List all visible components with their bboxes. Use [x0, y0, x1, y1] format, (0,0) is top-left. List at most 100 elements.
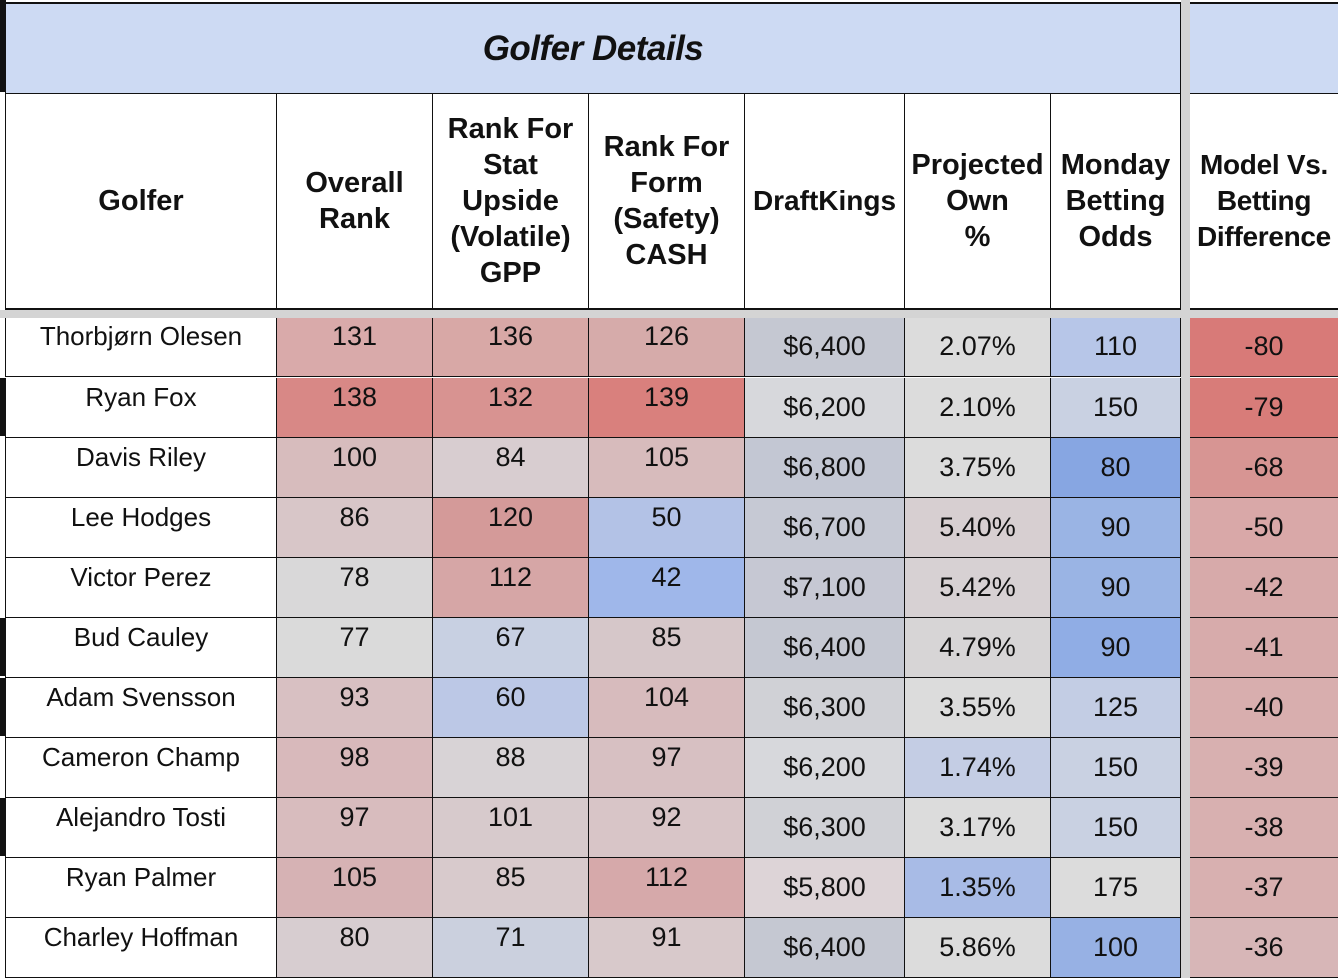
- cell-own[interactable]: 2.10%: [905, 378, 1051, 438]
- cell-odds[interactable]: 80: [1051, 438, 1181, 498]
- golfer-name-cell[interactable]: Adam Svensson: [5, 678, 277, 738]
- cell-own[interactable]: 5.40%: [905, 498, 1051, 558]
- cell-diff[interactable]: -79: [1190, 378, 1338, 438]
- cell-dk[interactable]: $6,300: [745, 798, 905, 858]
- golfer-name-cell[interactable]: Davis Riley: [5, 438, 277, 498]
- cell-upside[interactable]: 101: [433, 798, 589, 858]
- frozen-row-divider[interactable]: [0, 310, 1338, 318]
- cell-own[interactable]: 1.35%: [905, 858, 1051, 918]
- cell-upside[interactable]: 120: [433, 498, 589, 558]
- cell-upside[interactable]: 85: [433, 858, 589, 918]
- cell-upside[interactable]: 112: [433, 558, 589, 618]
- cell-own[interactable]: 3.55%: [905, 678, 1051, 738]
- cell-form[interactable]: 104: [589, 678, 745, 738]
- cell-upside[interactable]: 88: [433, 738, 589, 798]
- cell-overall[interactable]: 138: [277, 378, 433, 438]
- cell-form[interactable]: 126: [589, 317, 745, 377]
- cell-form[interactable]: 91: [589, 918, 745, 978]
- cell-dk[interactable]: $6,400: [745, 317, 905, 377]
- cell-upside[interactable]: 71: [433, 918, 589, 978]
- cell-diff[interactable]: -38: [1190, 798, 1338, 858]
- cell-upside[interactable]: 84: [433, 438, 589, 498]
- cell-own[interactable]: 4.79%: [905, 618, 1051, 678]
- header-draftkings[interactable]: DraftKings: [745, 94, 905, 310]
- cell-diff[interactable]: -37: [1190, 858, 1338, 918]
- cell-odds[interactable]: 90: [1051, 618, 1181, 678]
- cell-overall[interactable]: 93: [277, 678, 433, 738]
- cell-upside[interactable]: 136: [433, 317, 589, 377]
- cell-form[interactable]: 139: [589, 378, 745, 438]
- cell-diff[interactable]: -39: [1190, 738, 1338, 798]
- cell-odds[interactable]: 125: [1051, 678, 1181, 738]
- cell-odds[interactable]: 150: [1051, 738, 1181, 798]
- cell-own[interactable]: 1.74%: [905, 738, 1051, 798]
- header-monday-odds[interactable]: Monday Betting Odds: [1051, 94, 1181, 310]
- cell-dk[interactable]: $6,400: [745, 618, 905, 678]
- cell-odds[interactable]: 110: [1051, 317, 1181, 377]
- cell-own[interactable]: 3.75%: [905, 438, 1051, 498]
- cell-odds[interactable]: 100: [1051, 918, 1181, 978]
- title-banner[interactable]: Golfer Details: [5, 2, 1181, 94]
- golfer-name-cell[interactable]: Ryan Fox: [5, 378, 277, 438]
- cell-odds[interactable]: 90: [1051, 558, 1181, 618]
- cell-overall[interactable]: 100: [277, 438, 433, 498]
- cell-overall[interactable]: 86: [277, 498, 433, 558]
- cell-diff[interactable]: -42: [1190, 558, 1338, 618]
- cell-form[interactable]: 105: [589, 438, 745, 498]
- cell-own[interactable]: 2.07%: [905, 317, 1051, 377]
- cell-dk[interactable]: $6,800: [745, 438, 905, 498]
- cell-overall[interactable]: 78: [277, 558, 433, 618]
- header-projected-own[interactable]: Projected Own %: [905, 94, 1051, 310]
- cell-form[interactable]: 97: [589, 738, 745, 798]
- cell-odds[interactable]: 90: [1051, 498, 1181, 558]
- header-rank-upside[interactable]: Rank For Stat Upside (Volatile) GPP: [433, 94, 589, 310]
- cell-form[interactable]: 42: [589, 558, 745, 618]
- header-rank-form[interactable]: Rank For Form (Safety) CASH: [589, 94, 745, 310]
- golfer-name-cell[interactable]: Charley Hoffman: [5, 918, 277, 978]
- cell-overall[interactable]: 131: [277, 317, 433, 377]
- cell-overall[interactable]: 77: [277, 618, 433, 678]
- cell-form[interactable]: 85: [589, 618, 745, 678]
- cell-upside[interactable]: 60: [433, 678, 589, 738]
- golfer-name-cell[interactable]: Ryan Palmer: [5, 858, 277, 918]
- header-overall-rank[interactable]: Overall Rank: [277, 94, 433, 310]
- cell-upside[interactable]: 67: [433, 618, 589, 678]
- cell-dk[interactable]: $6,300: [745, 678, 905, 738]
- cell-odds[interactable]: 150: [1051, 798, 1181, 858]
- golfer-name-cell[interactable]: Bud Cauley: [5, 618, 277, 678]
- cell-upside[interactable]: 132: [433, 378, 589, 438]
- cell-diff[interactable]: -68: [1190, 438, 1338, 498]
- cell-diff[interactable]: -36: [1190, 918, 1338, 978]
- cell-own[interactable]: 3.17%: [905, 798, 1051, 858]
- cell-diff[interactable]: -40: [1190, 678, 1338, 738]
- title-banner-right[interactable]: [1190, 2, 1338, 94]
- cell-overall[interactable]: 98: [277, 738, 433, 798]
- cell-dk[interactable]: $5,800: [745, 858, 905, 918]
- golfer-name-cell[interactable]: Victor Perez: [5, 558, 277, 618]
- header-model-vs-betting[interactable]: Model Vs. Betting Difference: [1190, 94, 1338, 310]
- cell-odds[interactable]: 150: [1051, 378, 1181, 438]
- cell-overall[interactable]: 80: [277, 918, 433, 978]
- cell-odds[interactable]: 175: [1051, 858, 1181, 918]
- cell-overall[interactable]: 105: [277, 858, 433, 918]
- golfer-name-cell[interactable]: Lee Hodges: [5, 498, 277, 558]
- golfer-name-cell[interactable]: Thorbjørn Olesen: [5, 317, 277, 377]
- cell-dk[interactable]: $6,200: [745, 378, 905, 438]
- header-golfer[interactable]: Golfer: [5, 94, 277, 310]
- cell-diff[interactable]: -50: [1190, 498, 1338, 558]
- cell-own[interactable]: 5.86%: [905, 918, 1051, 978]
- cell-dk[interactable]: $6,200: [745, 738, 905, 798]
- cell-form[interactable]: 92: [589, 798, 745, 858]
- cell-form[interactable]: 50: [589, 498, 745, 558]
- cell-dk[interactable]: $7,100: [745, 558, 905, 618]
- cell-dk[interactable]: $6,700: [745, 498, 905, 558]
- frozen-column-divider[interactable]: [1181, 0, 1190, 978]
- cell-own[interactable]: 5.42%: [905, 558, 1051, 618]
- cell-diff[interactable]: -41: [1190, 618, 1338, 678]
- cell-form[interactable]: 112: [589, 858, 745, 918]
- cell-overall[interactable]: 97: [277, 798, 433, 858]
- golfer-name-cell[interactable]: Alejandro Tosti: [5, 798, 277, 858]
- golfer-name-cell[interactable]: Cameron Champ: [5, 738, 277, 798]
- cell-dk[interactable]: $6,400: [745, 918, 905, 978]
- cell-diff[interactable]: -80: [1190, 317, 1338, 377]
